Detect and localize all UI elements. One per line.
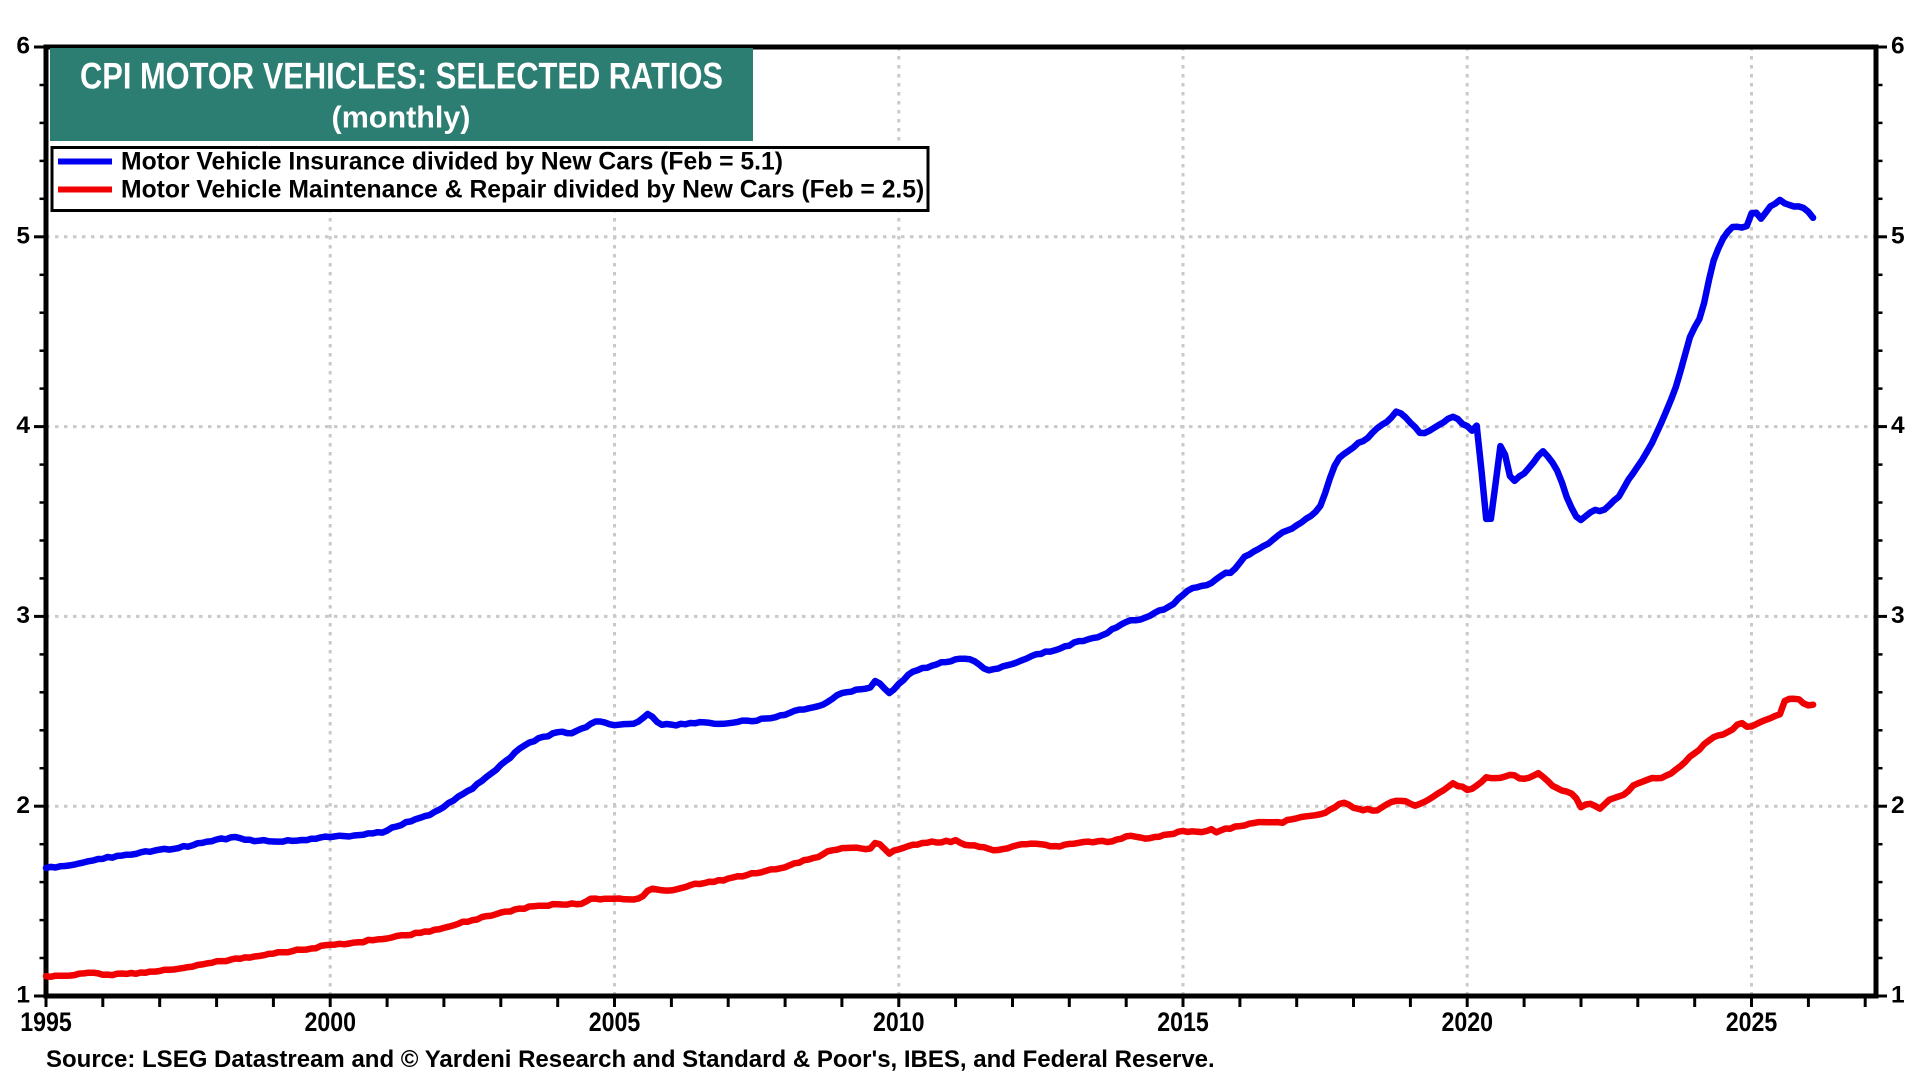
svg-text:CPI MOTOR VEHICLES: SELECTED R: CPI MOTOR VEHICLES: SELECTED RATIOS <box>80 56 723 97</box>
svg-text:2025: 2025 <box>1726 1006 1778 1037</box>
svg-text:5: 5 <box>1891 222 1905 249</box>
svg-text:2020: 2020 <box>1441 1006 1493 1037</box>
svg-text:(monthly): (monthly) <box>332 101 471 135</box>
svg-text:2: 2 <box>16 792 30 819</box>
svg-text:Motor Vehicle Maintenance & Re: Motor Vehicle Maintenance & Repair divid… <box>121 177 924 204</box>
svg-text:Source: LSEG Datastream and ©: Source: LSEG Datastream and © Yardeni Re… <box>46 1046 1215 1073</box>
svg-text:1: 1 <box>1891 982 1905 1009</box>
svg-text:6: 6 <box>1891 33 1905 60</box>
svg-text:Motor Vehicle Insurance divide: Motor Vehicle Insurance divided by New C… <box>121 149 783 176</box>
svg-text:1: 1 <box>16 982 30 1009</box>
svg-text:3: 3 <box>1891 602 1905 629</box>
svg-text:4: 4 <box>16 412 30 439</box>
svg-text:2010: 2010 <box>873 1006 925 1037</box>
svg-text:2005: 2005 <box>589 1006 641 1037</box>
svg-text:4: 4 <box>1891 412 1905 439</box>
svg-text:5: 5 <box>16 222 30 249</box>
svg-text:2: 2 <box>1891 792 1905 819</box>
svg-text:3: 3 <box>16 602 30 629</box>
svg-text:1995: 1995 <box>20 1006 72 1037</box>
svg-text:2000: 2000 <box>304 1006 356 1037</box>
svg-text:6: 6 <box>16 33 30 60</box>
svg-text:2015: 2015 <box>1157 1006 1209 1037</box>
